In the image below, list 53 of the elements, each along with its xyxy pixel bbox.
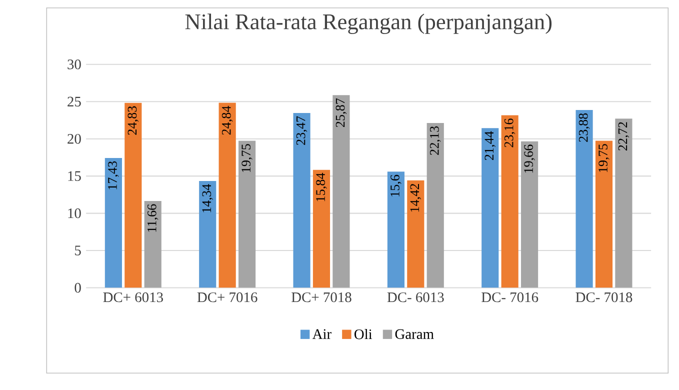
bar xyxy=(576,110,593,288)
data-label: 19,66 xyxy=(524,144,535,173)
bar xyxy=(520,141,538,288)
data-label: 25,87 xyxy=(336,98,347,127)
x-tick-label: DC- 7018 xyxy=(576,292,632,302)
bar xyxy=(124,102,142,288)
bar xyxy=(218,102,236,288)
bar xyxy=(595,140,613,288)
x-tick-label: DC- 7016 xyxy=(482,292,538,302)
y-tick-label: 25 xyxy=(68,96,81,106)
data-label: 17,43 xyxy=(108,161,119,190)
data-label: 24,83 xyxy=(128,106,139,135)
bar xyxy=(407,180,424,288)
data-label: 23,88 xyxy=(578,113,590,142)
data-label: 23,47 xyxy=(296,116,308,145)
bar xyxy=(501,115,518,288)
y-tick-label: 30 xyxy=(68,59,81,70)
data-label: 21,44 xyxy=(484,131,496,160)
bar xyxy=(332,95,350,288)
data-label: 15,84 xyxy=(316,172,327,201)
y-tick-label: 0 xyxy=(74,282,81,293)
x-tick-label: DC+ 7016 xyxy=(197,292,258,302)
chart-title: Nilai Rata-rata Regangan (perpanjangan) xyxy=(185,14,552,34)
data-label: 19,75 xyxy=(598,144,610,172)
bar xyxy=(238,140,256,288)
legend-label: Oli xyxy=(354,328,372,340)
data-label: 24,84 xyxy=(222,106,233,135)
bar xyxy=(293,112,310,288)
data-label: 14,42 xyxy=(410,184,422,212)
bar xyxy=(312,170,330,288)
data-label: 11,66 xyxy=(148,204,158,232)
y-tick-label: 5 xyxy=(75,246,81,256)
y-tick-label: 20 xyxy=(68,134,81,144)
data-label: 23,16 xyxy=(504,118,516,148)
y-tick-label: 15 xyxy=(68,171,81,181)
x-tick-label: DC- 6013 xyxy=(387,292,444,302)
data-label: 22,72 xyxy=(618,122,630,150)
bar xyxy=(199,180,216,288)
bar xyxy=(426,122,444,288)
legend-label: Air xyxy=(312,329,332,339)
x-tick-label: DC+ 6013 xyxy=(103,292,163,302)
data-label: 19,75 xyxy=(242,144,252,172)
data-label: 15,6 xyxy=(390,174,402,196)
bar xyxy=(482,128,499,288)
x-tick-label: DC+ 7018 xyxy=(292,292,352,302)
y-tick-label: 10 xyxy=(68,208,81,218)
bar xyxy=(104,158,122,288)
data-label: 14,34 xyxy=(202,184,213,212)
legend-label: Garam xyxy=(395,329,434,339)
bar xyxy=(144,200,162,288)
bar xyxy=(387,171,404,288)
bar xyxy=(615,118,632,288)
data-label: 22,13 xyxy=(430,126,441,155)
